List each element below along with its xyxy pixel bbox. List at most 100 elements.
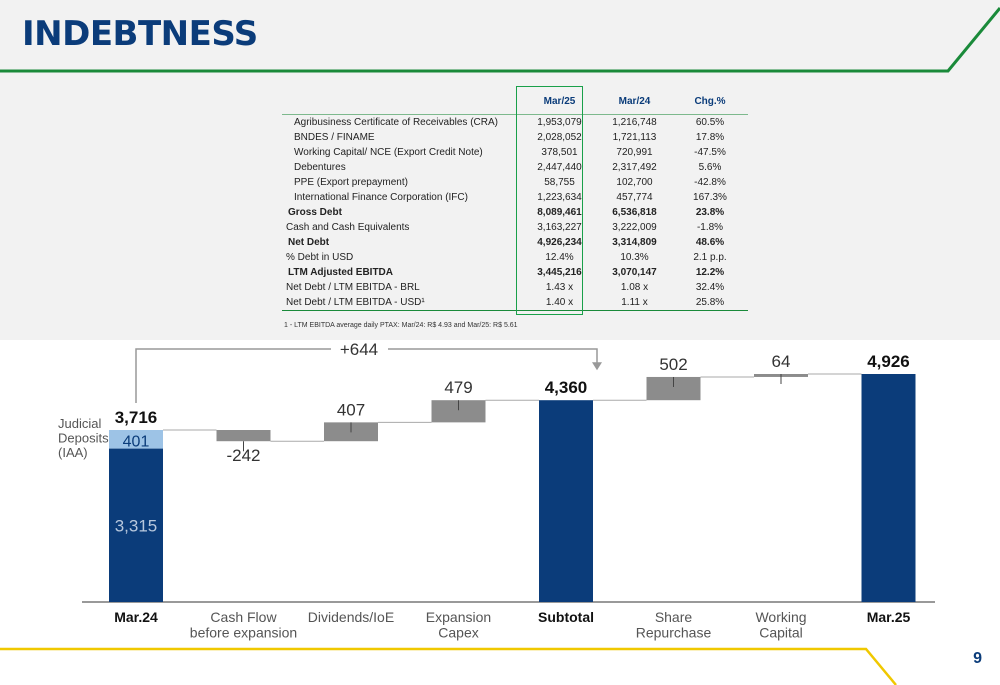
table-header-row: Mar/25 Mar/24 Chg.% <box>282 92 748 115</box>
bar-delta-label: 502 <box>659 355 687 374</box>
cell-mar24: 2,317,492 <box>612 162 657 173</box>
cell-mar24: 1.08 x <box>620 282 649 293</box>
bracket-label: +644 <box>340 340 378 359</box>
cell-change: 12.2% <box>695 267 725 278</box>
cell-change: -42.8% <box>694 177 726 188</box>
bracket-line-left <box>135 348 331 404</box>
table-row: PPE (Export prepayment) 58,755 102,700 -42.… <box>282 175 748 190</box>
row-label: Working Capital/ NCE (Export Credit Note… <box>294 147 483 158</box>
bar-total-label: 3,716 <box>115 408 158 427</box>
table-row: LTM Adjusted EBITDA 3,445,216 3,070,147 12.… <box>282 265 748 280</box>
cell-mar25: 4,926,234 <box>537 237 582 248</box>
bar-delta <box>646 376 701 401</box>
bar-delta-label: 407 <box>337 400 365 419</box>
cell-change: 5.6% <box>698 162 722 173</box>
bar-delta <box>216 430 271 442</box>
cell-change: 17.8% <box>695 132 725 143</box>
bar-total <box>539 400 593 602</box>
mar25-highlight-box <box>516 86 583 315</box>
category-label: Subtotal <box>538 609 594 625</box>
cell-change: 32.4% <box>695 282 725 293</box>
cell-mar25: 1.40 x <box>522 295 597 311</box>
row-label: Net Debt / LTM EBITDA - USD¹ <box>282 295 522 311</box>
row-label: % Debt in USD <box>286 252 354 263</box>
row-label: Debentures <box>294 162 346 173</box>
cell-mar25: 1,223,634 <box>537 192 582 203</box>
category-label: Expansion Capex <box>426 609 491 641</box>
bar-delta <box>431 400 486 423</box>
row-label: LTM Adjusted EBITDA <box>288 267 393 278</box>
row-label: BNDES / FINAME <box>294 132 375 143</box>
table-body: Agribusiness Certificate of Receivables … <box>282 115 748 311</box>
cell-mar24: 1,216,748 <box>612 117 657 128</box>
cell-change: 2.1 p.p. <box>693 252 727 263</box>
category-label: Working Capital <box>755 609 806 641</box>
cell-change: 25.8% <box>672 295 748 311</box>
table-row: Working Capital/ NCE (Export Credit Note… <box>282 145 748 160</box>
bar-total-label: 4,360 <box>545 378 588 397</box>
segment-label: 401 <box>123 433 150 450</box>
page-number: 9 <box>973 650 982 667</box>
indebtedness-table: Mar/25 Mar/24 Chg.% Agribusiness Certifi… <box>282 92 748 311</box>
cell-mar24: 3,070,147 <box>612 267 657 278</box>
table-row: Net Debt 4,926,234 3,314,809 48.6% <box>282 235 748 250</box>
row-label: PPE (Export prepayment) <box>294 177 408 188</box>
row-label: International Finance Corporation (IFC) <box>294 192 468 203</box>
table-row: BNDES / FINAME 2,028,052 1,721,113 17.8% <box>282 130 748 145</box>
cell-mar24: 720,991 <box>616 147 653 158</box>
cell-mar25: 3,163,227 <box>537 222 582 233</box>
cell-mar25: 58,755 <box>544 177 575 188</box>
cell-mar24: 457,774 <box>616 192 653 203</box>
row-label: Gross Debt <box>288 207 342 218</box>
table-row: Net Debt / LTM EBITDA - USD¹ 1.40 x 1.11 x… <box>282 295 748 311</box>
table-row: International Finance Corporation (IFC) 1… <box>282 190 748 205</box>
cell-mar25: 3,445,216 <box>537 267 582 278</box>
row-label: Net Debt <box>288 237 330 248</box>
cell-change: -47.5% <box>694 147 726 158</box>
cell-change: 48.6% <box>695 237 725 248</box>
bar-total-label: 4,926 <box>867 352 910 371</box>
cell-change: -1.8% <box>696 222 724 233</box>
segment-label: 3,315 <box>115 516 158 535</box>
category-label: Mar.24 <box>114 609 158 625</box>
table-background <box>0 0 1000 340</box>
cell-mar24: 1,721,113 <box>612 132 657 143</box>
cell-mar25: 378,501 <box>541 147 578 158</box>
judicial-deposits-label: Judicial Deposits (IAA) <box>58 416 109 460</box>
table-row: % Debt in USD 12.4% 10.3% 2.1 p.p. <box>282 250 748 265</box>
page-title: INDEBTNESS <box>22 14 258 54</box>
row-label: Net Debt / LTM EBITDA - BRL <box>286 282 420 293</box>
bracket-line-right <box>388 348 598 369</box>
column-header-change: Chg.% <box>672 92 748 115</box>
cell-mar24: 102,700 <box>616 177 653 188</box>
cell-mar24: 3,314,809 <box>612 237 657 248</box>
cell-mar25: 12.4% <box>545 252 574 263</box>
cell-mar25: 1.43 x <box>545 282 574 293</box>
net-debt-waterfall-chart: 3,315 401 3,716 Mar.24 -242 Cash Flow before e… <box>58 340 935 641</box>
cell-change: 23.8% <box>695 207 725 218</box>
column-header <box>282 92 522 115</box>
cell-change: 167.3% <box>693 192 727 203</box>
bar-delta-label: -242 <box>226 446 260 465</box>
bar-delta-label: 64 <box>772 352 791 371</box>
bar-segment-judicial-deposits <box>109 430 163 449</box>
cell-mar24: 3,222,009 <box>612 222 657 233</box>
category-label: Dividends/IoE <box>308 609 394 625</box>
table-row: Debentures 2,447,440 2,317,492 5.6% <box>282 160 748 175</box>
table-row: Gross Debt 8,089,461 6,536,818 23.8% <box>282 205 748 220</box>
bracket-arrow-head <box>592 362 602 371</box>
bar-total <box>861 374 916 602</box>
table-footnote: 1 - LTM EBITDA average daily PTAX: Mar/2… <box>284 322 518 329</box>
category-label: Cash Flow before expansion <box>190 609 297 641</box>
table-row: Net Debt / LTM EBITDA - BRL 1.43 x 1.08 x 3… <box>282 280 748 295</box>
row-label: Cash and Cash Equivalents <box>286 222 410 233</box>
table-row: Cash and Cash Equivalents 3,163,227 3,222,… <box>282 220 748 235</box>
cell-mar25: 1,953,079 <box>537 117 582 128</box>
bar-segment-base <box>109 448 163 602</box>
cell-mar24: 1.11 x <box>597 295 672 311</box>
category-label: Share Repurchase <box>636 609 712 641</box>
column-header-mar25: Mar/25 <box>522 92 597 115</box>
row-label: Agribusiness Certificate of Receivables … <box>294 117 498 128</box>
category-label: Mar.25 <box>867 609 911 625</box>
